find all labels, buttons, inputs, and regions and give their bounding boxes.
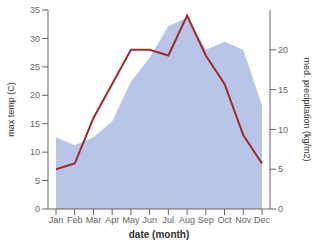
svg-text:Oct: Oct <box>218 215 233 225</box>
svg-text:May: May <box>122 215 140 225</box>
svg-text:Mar: Mar <box>86 215 102 225</box>
svg-text:date (month): date (month) <box>129 229 190 240</box>
svg-text:30: 30 <box>30 34 40 44</box>
svg-text:5: 5 <box>278 164 283 174</box>
svg-text:Jan: Jan <box>49 215 64 225</box>
svg-text:Jun: Jun <box>142 215 157 225</box>
svg-text:max temp (C): max temp (C) <box>8 82 16 137</box>
svg-text:Nov: Nov <box>235 215 252 225</box>
svg-text:20: 20 <box>278 45 288 55</box>
svg-text:med. precipitation (kg/m2): med. precipitation (kg/m2) <box>302 57 310 161</box>
svg-text:Sep: Sep <box>198 215 214 225</box>
svg-text:15: 15 <box>278 85 288 95</box>
svg-text:0: 0 <box>278 204 283 214</box>
svg-text:Feb: Feb <box>67 215 83 225</box>
svg-text:10: 10 <box>30 147 40 157</box>
svg-text:0: 0 <box>35 204 40 214</box>
svg-text:Dec: Dec <box>254 215 271 225</box>
svg-text:Jul: Jul <box>163 215 175 225</box>
svg-text:10: 10 <box>278 125 288 135</box>
svg-text:20: 20 <box>30 90 40 100</box>
svg-text:Apr: Apr <box>105 215 119 225</box>
svg-text:25: 25 <box>30 62 40 72</box>
svg-text:Aug: Aug <box>179 215 195 225</box>
svg-text:35: 35 <box>30 5 40 15</box>
svg-text:5: 5 <box>35 176 40 186</box>
svg-text:15: 15 <box>30 119 40 129</box>
